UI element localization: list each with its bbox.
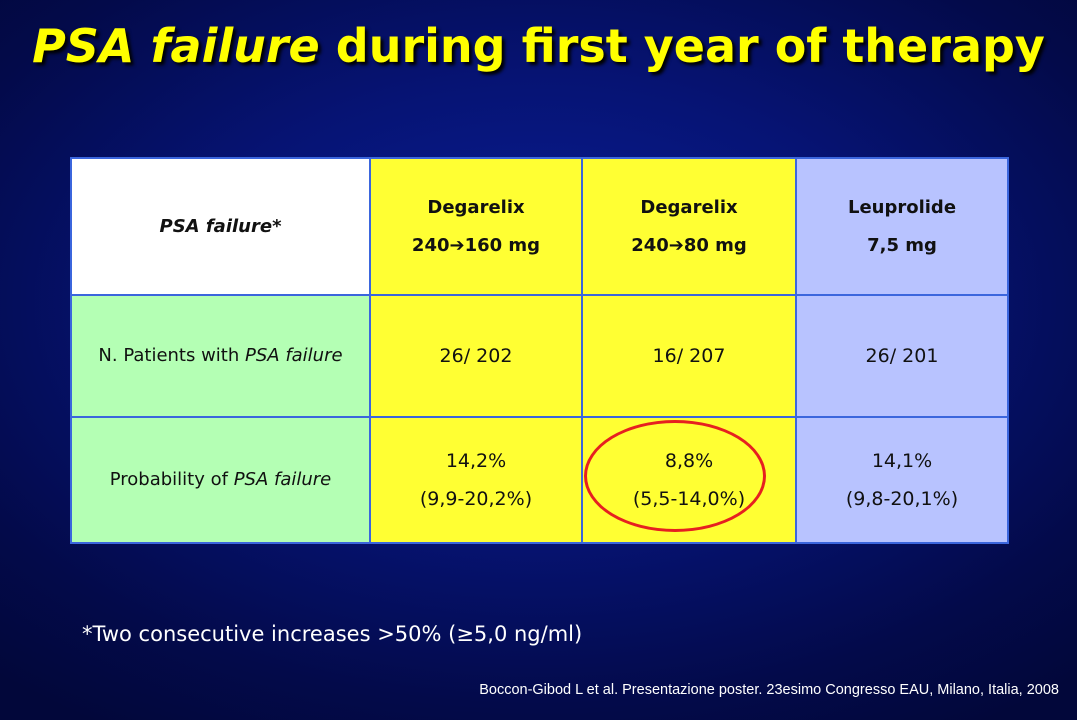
table-header-row: PSA failure* Degarelix 240➔160 mg Degare… [70, 157, 1009, 296]
header-drug-name: Degarelix [640, 196, 738, 218]
header-degarelix-80: Degarelix 240➔80 mg [581, 157, 797, 296]
table-row-probability: Probability of PSA failure 14,2% (9,9-20… [70, 416, 1009, 544]
row-label-plain: N. Patients with [98, 345, 245, 366]
source-citation: Boccon-Gibod L et al. Presentazione post… [479, 682, 1059, 698]
table-row-patients: N. Patients with PSA failure 26/ 202 16/… [70, 294, 1009, 418]
slide-title-rest: during first year of therapy [319, 19, 1045, 73]
cell-patients-degarelix-160: 26/ 202 [369, 294, 583, 418]
cell-ci: (9,8-20,1%) [845, 488, 959, 510]
cell-value: 8,8% [664, 450, 714, 472]
cell-value: 14,1% [871, 450, 933, 472]
cell-ci: (5,5-14,0%) [632, 488, 746, 510]
row-label-italic: PSA failure [233, 469, 332, 490]
cell-probability-degarelix-160: 14,2% (9,9-20,2%) [369, 416, 583, 544]
header-dose: 240➔160 mg [411, 234, 541, 256]
cell-value: 16/ 207 [652, 345, 726, 367]
row-label-plain: Probability of [109, 469, 234, 490]
cell-probability-leuprolide: 14,1% (9,8-20,1%) [795, 416, 1009, 544]
row-label-probability: Probability of PSA failure [70, 416, 371, 544]
header-drug-name: Degarelix [427, 196, 525, 218]
row-label-italic: PSA failure [245, 345, 343, 366]
row-label-patients: N. Patients with PSA failure [70, 294, 371, 418]
header-degarelix-160: Degarelix 240➔160 mg [369, 157, 583, 296]
header-dose: 7,5 mg [867, 234, 937, 256]
cell-probability-degarelix-80: 8,8% (5,5-14,0%) [581, 416, 797, 544]
slide-title: PSA failure during first year of therapy [0, 14, 1077, 78]
slide-title-italic: PSA failure [32, 19, 320, 73]
header-leuprolide: Leuprolide 7,5 mg [795, 157, 1009, 296]
header-dose: 240➔80 mg [631, 234, 747, 256]
cell-patients-leuprolide: 26/ 201 [795, 294, 1009, 418]
cell-patients-degarelix-80: 16/ 207 [581, 294, 797, 418]
cell-value: 26/ 201 [865, 345, 939, 367]
results-table: PSA failure* Degarelix 240➔160 mg Degare… [70, 157, 1009, 544]
cell-ci: (9,9-20,2%) [419, 488, 533, 510]
cell-value: 14,2% [445, 450, 507, 472]
header-drug-name: Leuprolide [847, 196, 957, 218]
footnote: *Two consecutive increases >50% (≥5,0 ng… [82, 622, 583, 646]
header-label-cell: PSA failure* [70, 157, 371, 296]
cell-value: 26/ 202 [439, 345, 513, 367]
